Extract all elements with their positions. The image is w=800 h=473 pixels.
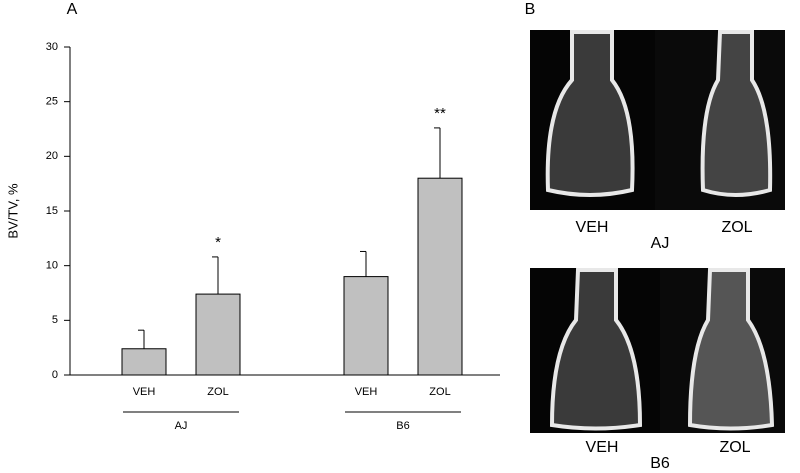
bar [343,276,389,376]
panel-label: A [67,1,78,18]
image-group-label: B6 [650,455,670,472]
y-tick-label: 5 [52,314,58,326]
image-label: ZOL [721,219,752,236]
y-tick-label: 20 [46,150,58,162]
image-label: VEH [586,439,619,456]
group-label: AJ [175,420,188,432]
y-tick-label: 10 [46,260,58,272]
x-tick-label: VEH [133,386,156,398]
group-label: B6 [396,420,409,432]
bar [417,177,463,376]
y-tick-label: 30 [46,41,58,53]
y-tick-label: 25 [46,96,58,108]
annotation: ** [434,105,446,122]
x-tick-label: ZOL [207,386,228,398]
ct-images [530,30,785,433]
x-tick-label: ZOL [429,386,450,398]
image-label: VEH [576,219,609,236]
panel-label: B [525,1,536,18]
image-group-label: AJ [651,235,670,252]
bar [121,348,167,376]
image-label: ZOL [719,439,750,456]
bar [195,293,241,376]
annotation: * [215,234,221,251]
y-tick-label: 0 [52,369,58,381]
y-axis-label: BV/TV, % [5,183,20,239]
y-tick-label: 15 [46,205,58,217]
x-tick-label: VEH [355,386,378,398]
